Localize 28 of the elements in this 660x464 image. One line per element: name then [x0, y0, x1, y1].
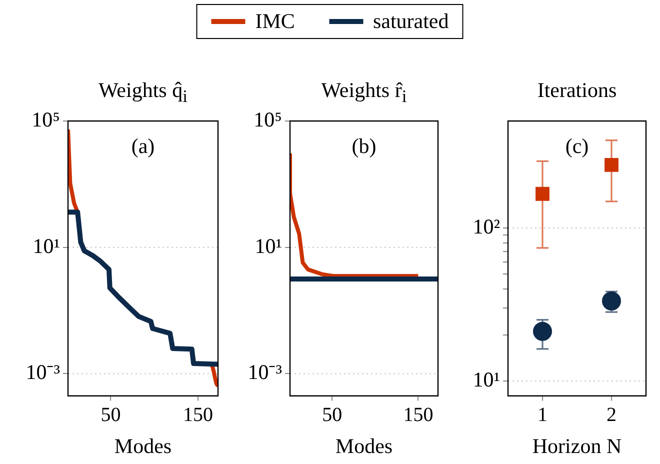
- x-tick-label: 2: [606, 404, 616, 426]
- annotation: (c): [565, 134, 589, 158]
- y-tick-label: 10²: [472, 214, 500, 238]
- annotation: (a): [131, 134, 155, 158]
- y-tick-label: 10⁵: [32, 108, 60, 132]
- y-tick-label: 10⁻³: [248, 360, 282, 384]
- y-tick-label: 10¹: [472, 367, 500, 392]
- x-tick-label: 150: [182, 404, 213, 426]
- x-tick-label: 150: [403, 404, 434, 426]
- legend-label: saturated: [372, 9, 449, 34]
- x-axis-title: Modes: [335, 434, 393, 458]
- chart-title: Weights q̂$_{i}$: [98, 78, 188, 108]
- y-tick-label: 10¹: [32, 234, 60, 258]
- x-tick-label: 50: [100, 404, 121, 426]
- point: [604, 158, 618, 172]
- point: [533, 322, 552, 341]
- chart-title: Weights r̂$_{i}$: [320, 78, 408, 108]
- x-axis-title: Modes: [114, 434, 172, 458]
- x-axis-title: Horizon N: [532, 434, 622, 458]
- chart-title: Iterations: [536, 78, 618, 103]
- annotation: (b): [352, 134, 376, 158]
- y-tick-label: 10¹: [254, 234, 282, 258]
- y-tick-label: 10⁵: [254, 108, 282, 132]
- legend-label: IMC: [255, 9, 295, 34]
- y-tick-label: 10⁻³: [26, 360, 60, 384]
- x-tick-label: 1: [538, 404, 548, 426]
- point: [536, 186, 550, 201]
- x-tick-label: 50: [322, 404, 342, 426]
